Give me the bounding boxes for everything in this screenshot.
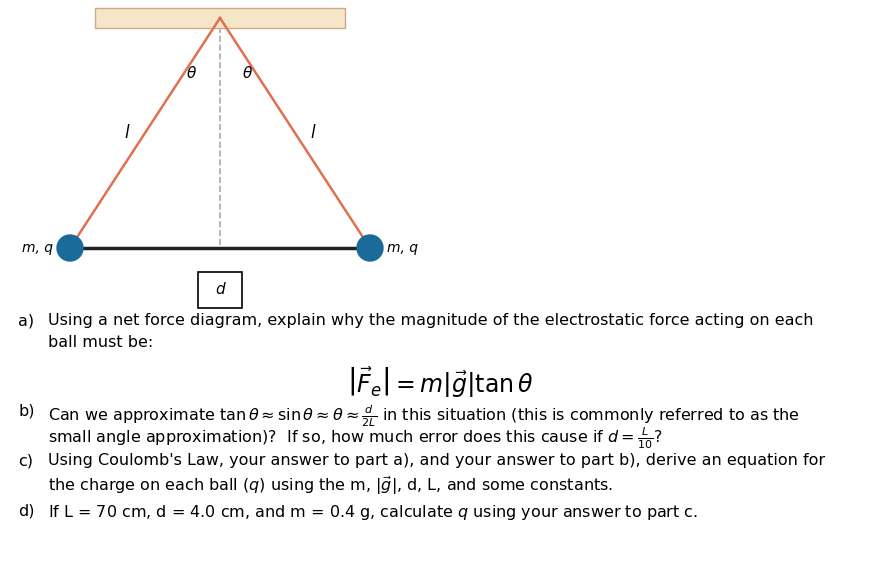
Text: b): b) [18,403,34,418]
Circle shape [57,235,83,261]
Text: Can we approximate $\tan\theta \approx \sin\theta \approx \theta \approx \frac{d: Can we approximate $\tan\theta \approx \… [48,403,800,429]
Bar [198,272,242,308]
Text: the charge on each ball ($q$) using the m, $|\vec{g}|$, d, L, and some constants: the charge on each ball ($q$) using the … [48,475,613,497]
Text: Using Coulomb's Law, your answer to part a), and your answer to part b), derive : Using Coulomb's Law, your answer to part… [48,453,825,468]
Text: $l$: $l$ [124,124,130,142]
Text: If L = 70 cm, d = 4.0 cm, and m = 0.4 g, calculate $q$ using your answer to part: If L = 70 cm, d = 4.0 cm, and m = 0.4 g,… [48,503,698,522]
Circle shape [357,235,383,261]
Text: a): a) [18,313,34,328]
Text: m, q: m, q [387,241,418,255]
Text: c): c) [18,453,33,468]
Text: $\left|\vec{F}_e\right| = m\left|\vec{g}\right|\tan\theta$: $\left|\vec{F}_e\right| = m\left|\vec{g}… [347,365,533,400]
Text: d): d) [18,503,34,518]
Text: small angle approximation)?  If so, how much error does this cause if $d = \frac: small angle approximation)? If so, how m… [48,425,663,451]
Text: $\theta$: $\theta$ [243,65,253,81]
Text: $l$: $l$ [310,124,316,142]
Text: m, q: m, q [22,241,53,255]
Text: d: d [216,282,224,298]
Text: $\theta$: $\theta$ [187,65,197,81]
Text: Using a net force diagram, explain why the magnitude of the electrostatic force : Using a net force diagram, explain why t… [48,313,813,328]
Text: ball must be:: ball must be: [48,335,153,350]
Bar [95,8,345,28]
